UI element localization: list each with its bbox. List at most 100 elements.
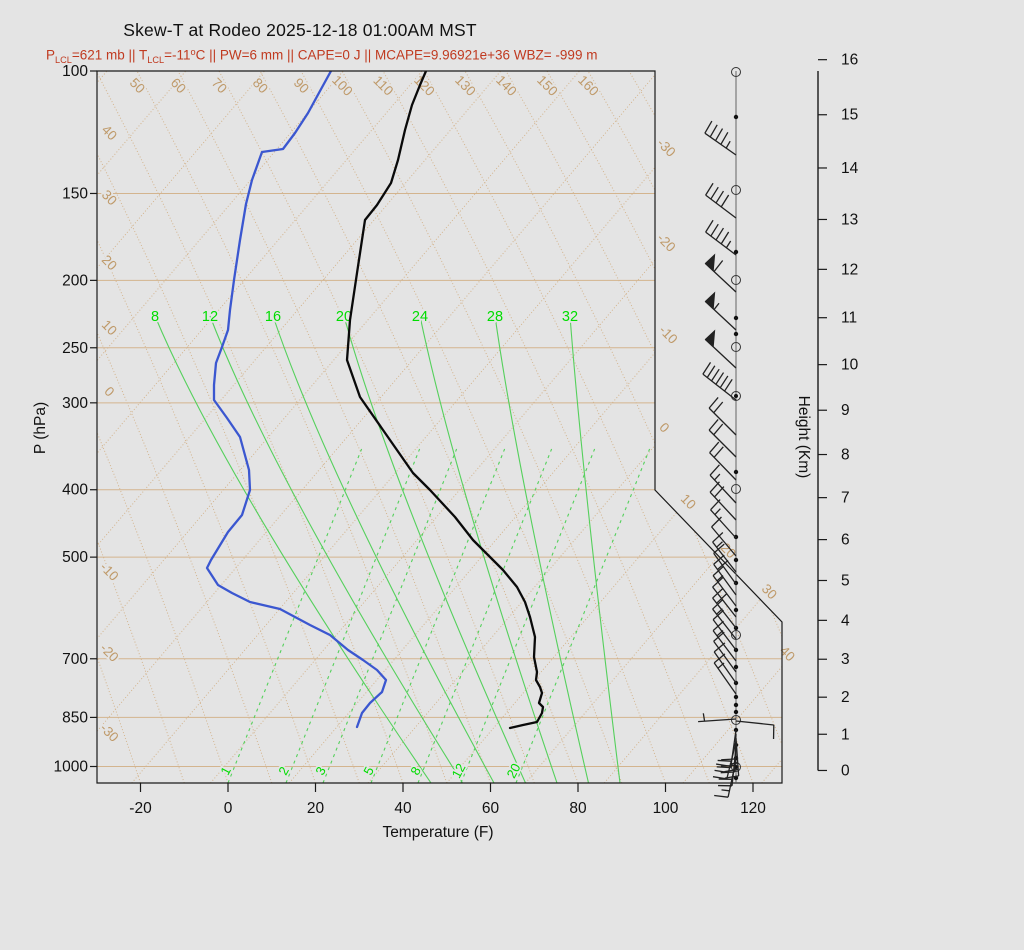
skewt-grid (97, 71, 1024, 783)
level-dot (733, 694, 739, 700)
pressure-tick-label: 150 (62, 185, 88, 202)
dry-adiabat-label: -10 (97, 559, 121, 583)
mixing-ratio-line (322, 448, 458, 783)
pressure-axis-title: P (hPa) (32, 402, 49, 454)
dry-adiabat-label: 50 (127, 75, 148, 96)
mixing-ratio-label: 20 (504, 761, 524, 781)
moist-adiabat-label: 16 (265, 309, 281, 325)
height-tick-label: 10 (841, 357, 859, 374)
level-dot (733, 114, 739, 120)
moist-adiabat-label: 12 (202, 309, 218, 325)
pressure-tick-label: 850 (62, 709, 88, 726)
dry-adiabat-line (710, 71, 782, 783)
height-tick-label: 11 (841, 310, 857, 327)
mixing-ratio-line (515, 448, 651, 783)
dry-adiabat-label: 100 (329, 72, 356, 99)
pressure-tick-label: 400 (62, 482, 88, 499)
height-tick-label: 13 (841, 211, 858, 228)
dry-adiabat-label: 40 (99, 122, 120, 143)
wind-barb (712, 620, 737, 662)
isotherm-label: -10 (656, 322, 680, 346)
moist-adiabat-line (154, 315, 432, 783)
dry-adiabat-label: 0 (101, 384, 117, 400)
wind-barb (714, 759, 737, 798)
temperature-tick-label: 80 (569, 800, 587, 817)
dry-adiabat-label: 90 (291, 75, 312, 96)
isotherm-label: 40 (777, 643, 798, 664)
isotherm-label: -20 (654, 230, 678, 254)
wind-barb (704, 253, 737, 293)
wind-barb (713, 653, 737, 695)
height-tick-label: 0 (841, 762, 850, 779)
level-dot (733, 469, 739, 475)
height-tick-label: 16 (841, 52, 858, 69)
level-circle (731, 484, 741, 494)
wind-barb (705, 219, 737, 256)
height-tick-label: 14 (841, 160, 859, 177)
grid-labels: 50 60 70 80 90 100 110 120 130 140 150 160403020100… (95, 71, 799, 783)
level-dot (733, 607, 739, 613)
dry-adiabat-line (751, 71, 782, 783)
isotherm-label: -30 (654, 135, 678, 159)
dry-adiabat-label: 110 (370, 73, 396, 99)
wind-barb (709, 441, 737, 481)
level-dot (733, 557, 739, 563)
wind-barb (702, 362, 737, 401)
wind-barb (713, 554, 737, 596)
wind-barb (713, 631, 737, 673)
wind-barb (711, 516, 737, 557)
moist-adiabat-line (419, 315, 558, 783)
wind-barb (712, 532, 737, 573)
page-title: Skew-T at Rodeo 2025-12-18 01:00AM MST (123, 20, 477, 40)
height-tick-label: 1 (841, 726, 850, 743)
height-tick-label: 7 (841, 490, 850, 507)
dry-adiabat-line (793, 71, 1024, 783)
pressure-tick-label: 250 (62, 340, 88, 357)
pressure-tick-label: 1000 (54, 759, 89, 776)
dry-adiabat-label: 10 (99, 317, 120, 338)
dry-adiabat-line (97, 71, 141, 783)
height-tick-label: 9 (841, 402, 850, 419)
level-circle (731, 715, 741, 725)
wind-barb (712, 599, 737, 640)
dry-adiabat-label: 60 (168, 75, 189, 96)
wind-barb (709, 464, 737, 504)
level-dot (733, 709, 739, 715)
wind-barb (704, 120, 737, 156)
wind-barb (704, 291, 737, 331)
height-tick-label: 5 (841, 572, 850, 589)
height-tick-label: 2 (841, 689, 850, 706)
moist-adiabat-label: 24 (412, 309, 428, 325)
temperature-tick-label: 120 (740, 800, 766, 817)
wind-barb (704, 329, 737, 369)
height-tick-label: 3 (841, 651, 850, 668)
dry-adiabat-line (300, 71, 623, 783)
level-dot (733, 315, 739, 321)
wind-barb (716, 729, 737, 769)
isotherm-line (97, 71, 187, 783)
plot-border (96, 70, 783, 784)
temperature-tick-label: 60 (482, 800, 500, 817)
wind-barb (705, 182, 737, 219)
isotherm-line (367, 71, 782, 783)
level-dot (733, 702, 739, 708)
wind-profile (698, 67, 775, 798)
temperature-tick-label: 20 (307, 800, 325, 817)
dry-adiabat-line (97, 71, 316, 783)
dry-adiabat-label: 140 (493, 72, 520, 99)
moist-adiabat-line (209, 315, 463, 783)
level-circle (731, 67, 741, 77)
pressure-tick-label: 500 (62, 549, 88, 566)
level-circle (731, 275, 741, 285)
level-circle (731, 185, 741, 195)
wind-barb (712, 741, 737, 780)
isotherm-line (682, 71, 782, 783)
dry-adiabat-line (464, 71, 782, 783)
dry-adiabat-label: 20 (99, 252, 120, 273)
wind-barb (713, 543, 737, 585)
isotherm-line (603, 71, 782, 783)
dry-adiabat-label: -20 (97, 640, 121, 664)
